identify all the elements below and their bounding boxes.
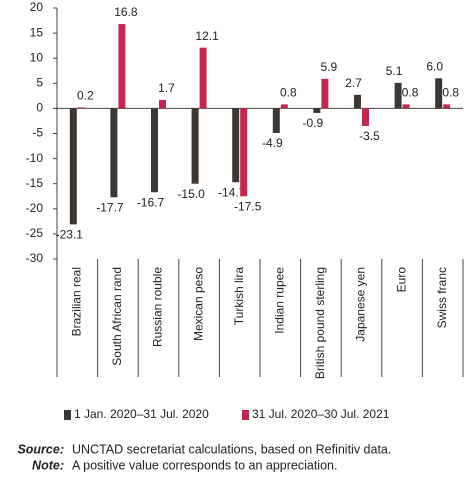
y-tick-label: -10 [26, 151, 44, 165]
bar [435, 78, 443, 109]
y-tick-label: -20 [26, 201, 44, 215]
value-label: 0.8 [280, 86, 297, 100]
x-tick-label: Brazilian real [69, 267, 83, 336]
note-text: A positive value corresponds to an appre… [72, 458, 337, 472]
value-label: -0.9 [303, 116, 324, 130]
value-label: 2.7 [345, 76, 362, 90]
x-tick-label: Mexican peso [191, 267, 205, 341]
value-label: -17.7 [96, 200, 124, 214]
x-tick-label: Russian rouble [151, 267, 165, 347]
value-label: 0.8 [442, 86, 459, 100]
y-tick-label: 5 [36, 75, 43, 89]
value-label: 12.1 [195, 29, 219, 43]
bar [313, 108, 321, 113]
note-label: Note: [32, 458, 64, 472]
value-label: 1.7 [158, 81, 175, 95]
bar [272, 108, 280, 133]
x-tick-label: Japanese yen [354, 267, 368, 342]
value-label: 6.0 [426, 59, 443, 73]
value-label: 5.9 [321, 60, 338, 74]
bar [354, 94, 361, 109]
value-label: -23.1 [56, 228, 84, 242]
x-tick-label: British pound sterling [313, 267, 327, 379]
legend-swatch [64, 410, 71, 420]
legend-swatch [242, 410, 249, 420]
value-label: 5.1 [386, 64, 403, 78]
y-tick-label: 15 [30, 25, 44, 39]
value-label: -16.7 [137, 195, 165, 209]
x-tick-label: Swiss franc [435, 267, 449, 328]
bar [77, 107, 85, 109]
bar [191, 108, 199, 184]
x-tick-label: Euro [394, 267, 408, 293]
value-label: -15.0 [177, 187, 205, 201]
bar [151, 108, 158, 193]
y-tick-label: -30 [26, 251, 44, 265]
y-tick-label: 10 [30, 50, 44, 64]
x-tick-label: Turkish lira [232, 267, 246, 326]
source-label: Source: [17, 442, 64, 456]
bar [110, 108, 118, 198]
y-tick-label: -5 [32, 126, 43, 140]
bar [362, 108, 369, 126]
bar [199, 47, 207, 109]
value-label: -3.5 [359, 129, 380, 143]
value-label: -17.5 [234, 199, 262, 213]
bar [321, 78, 329, 109]
legend-label: 1 Jan. 2020–31 Jul. 2020 [74, 407, 209, 421]
bar [232, 108, 240, 183]
legend-label: 31 Jul. 2020–30 Jul. 2021 [252, 407, 390, 421]
y-tick-label: 20 [30, 0, 44, 14]
value-label: -14.7 [218, 185, 246, 199]
source-text: UNCTAD secretariat calculations, based o… [72, 442, 391, 456]
value-label: 0.2 [77, 89, 94, 103]
bar [159, 99, 166, 109]
y-tick-label: 0 [36, 101, 43, 115]
x-tick-label: Indian rupee [272, 267, 286, 334]
bar [394, 82, 402, 109]
y-tick-label: -15 [26, 176, 44, 190]
bar [402, 104, 410, 109]
value-label: 16.8 [114, 5, 138, 19]
bar [280, 104, 288, 109]
value-label: 0.8 [402, 86, 419, 100]
y-tick-label: -25 [26, 226, 44, 240]
bar [69, 108, 77, 225]
bar [118, 24, 126, 109]
bar [443, 104, 451, 109]
bar [240, 108, 248, 197]
value-label: -4.9 [262, 136, 283, 150]
x-tick-label: South African rand [110, 267, 124, 366]
